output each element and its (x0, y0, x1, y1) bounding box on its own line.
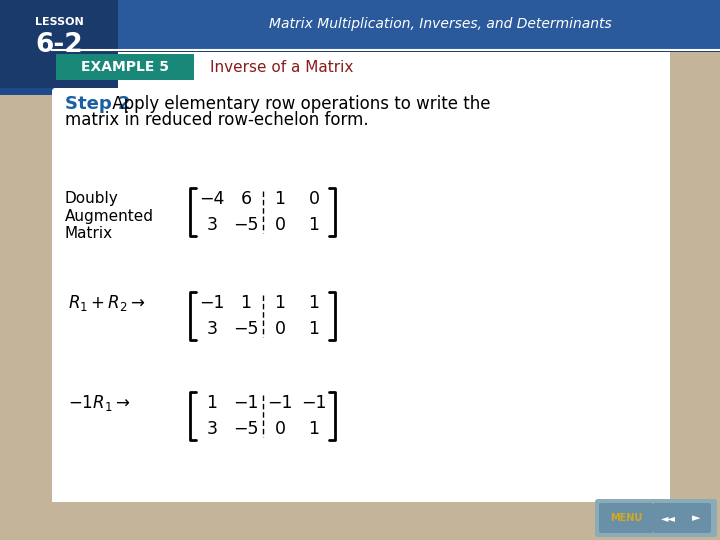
Text: 6: 6 (240, 190, 251, 208)
Bar (0, 0, 118, 88)
Bar (0, 0, 720, 52)
Text: Matrix Multiplication, Inverses, and Determinants: Matrix Multiplication, Inverses, and Det… (269, 17, 611, 31)
Text: −5: −5 (233, 216, 258, 234)
PathPatch shape (0, 0, 160, 95)
Text: −5: −5 (233, 420, 258, 438)
Text: Augmented: Augmented (65, 208, 154, 224)
Text: −1: −1 (267, 394, 293, 412)
Text: 3: 3 (207, 420, 217, 438)
Text: 0: 0 (274, 420, 286, 438)
FancyBboxPatch shape (56, 54, 194, 80)
Text: −1: −1 (199, 294, 225, 312)
Text: 0: 0 (274, 216, 286, 234)
Bar (52, 50, 670, 502)
Text: 1: 1 (308, 216, 320, 234)
Text: 3: 3 (207, 216, 217, 234)
Text: −1: −1 (233, 394, 258, 412)
Text: −5: −5 (233, 320, 258, 338)
Text: 1: 1 (274, 294, 286, 312)
Text: Matrix: Matrix (65, 226, 113, 240)
Bar (118, 0, 720, 50)
FancyBboxPatch shape (595, 499, 717, 537)
FancyBboxPatch shape (599, 503, 653, 533)
Text: Apply elementary row operations to write the: Apply elementary row operations to write… (65, 95, 490, 113)
Text: Doubly: Doubly (65, 192, 119, 206)
Text: 0: 0 (274, 320, 286, 338)
Text: ►: ► (692, 513, 701, 523)
Text: $R_1 + R_2 \rightarrow$: $R_1 + R_2 \rightarrow$ (68, 293, 145, 313)
Text: 1: 1 (308, 294, 320, 312)
Text: 3: 3 (207, 320, 217, 338)
Text: Step 2: Step 2 (65, 95, 130, 113)
Text: 1: 1 (274, 190, 286, 208)
Text: 1: 1 (308, 320, 320, 338)
Text: 0: 0 (308, 190, 320, 208)
Text: $-1R_1 \rightarrow$: $-1R_1 \rightarrow$ (68, 393, 130, 413)
Text: 1: 1 (240, 294, 251, 312)
FancyBboxPatch shape (681, 503, 711, 533)
FancyBboxPatch shape (653, 503, 683, 533)
Text: −1: −1 (301, 394, 327, 412)
Text: 1: 1 (207, 394, 217, 412)
Text: EXAMPLE 5: EXAMPLE 5 (81, 60, 169, 74)
Text: 6-2: 6-2 (35, 32, 83, 58)
Text: Inverse of a Matrix: Inverse of a Matrix (210, 59, 354, 75)
Text: −4: −4 (199, 190, 225, 208)
Text: matrix in reduced row-echelon form.: matrix in reduced row-echelon form. (65, 111, 369, 129)
Text: ◄◄: ◄◄ (660, 513, 675, 523)
Text: LESSON: LESSON (35, 17, 84, 27)
Text: MENU: MENU (610, 513, 642, 523)
Text: 1: 1 (308, 420, 320, 438)
